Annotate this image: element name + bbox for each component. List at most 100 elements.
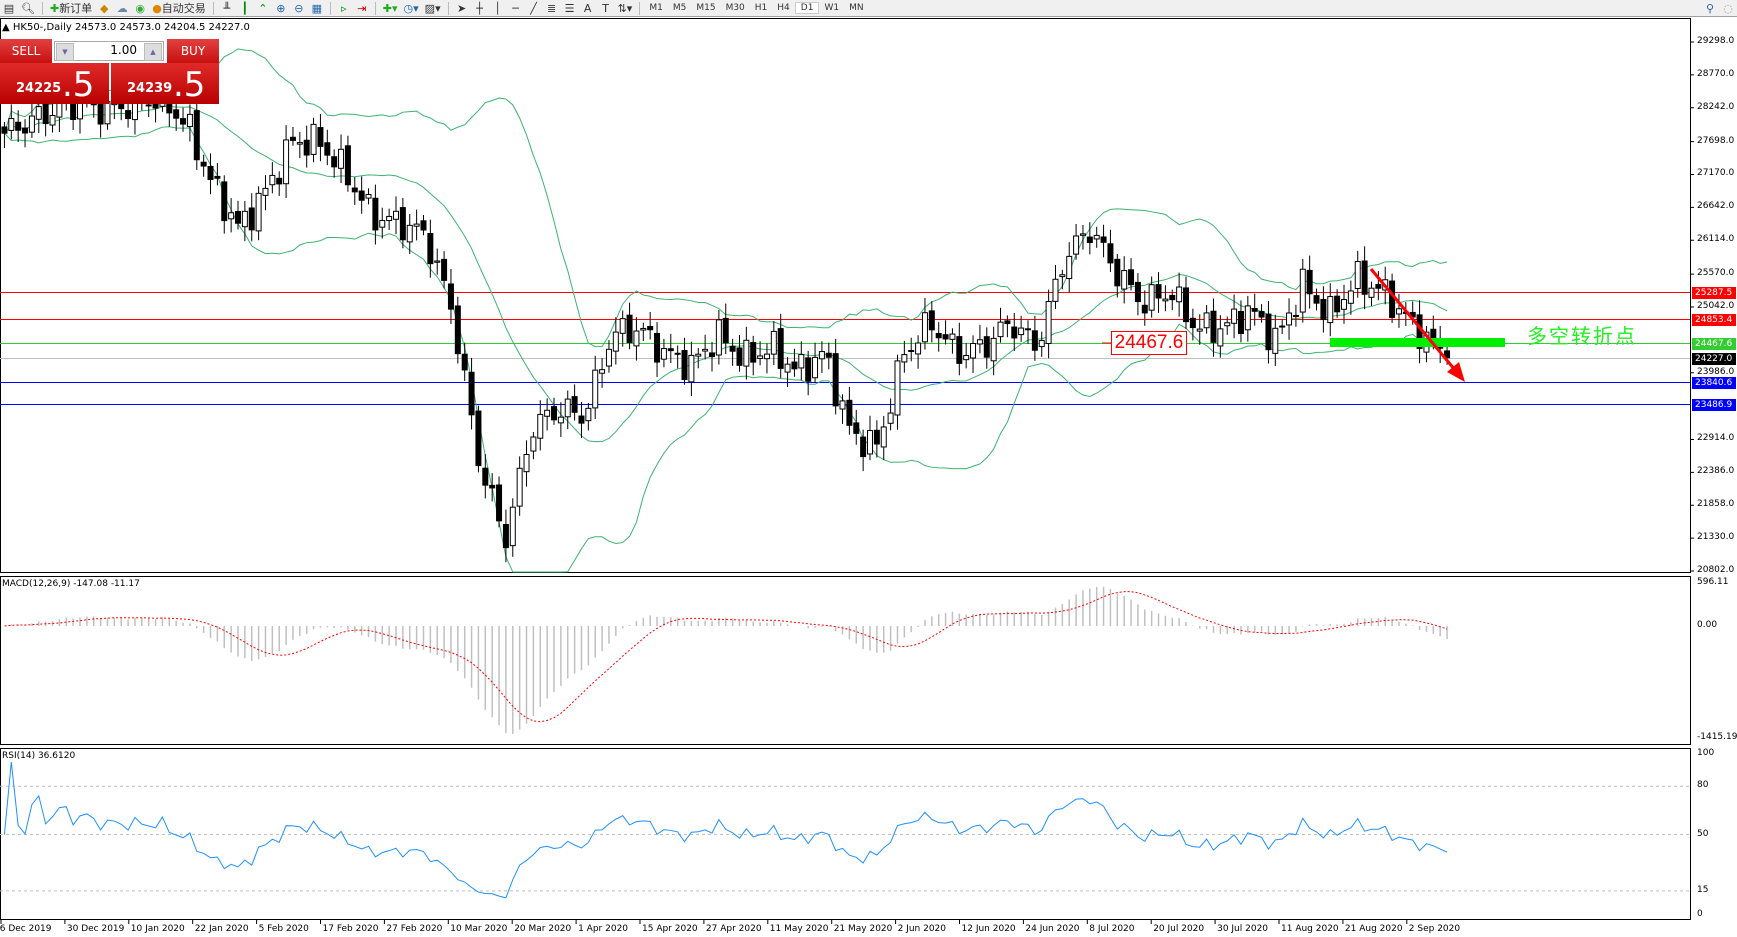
one-click-trading-panel: SELL 1.00 ▼ ▲ BUY 24225 .5 24239 .5 — [0, 39, 219, 104]
bearish-candle — [1361, 260, 1368, 295]
autoscroll-icon[interactable]: ▹ — [341, 1, 347, 15]
bearish-candle — [70, 102, 77, 120]
timeframe-w1[interactable]: W1 — [824, 3, 840, 13]
sell-price-main: 24225 — [16, 81, 62, 96]
bullish-candle — [557, 416, 564, 424]
timeframe-m1[interactable]: M1 — [649, 3, 663, 13]
price-label-box[interactable]: 24467.6 — [1111, 331, 1187, 355]
trendline-icon[interactable]: ╱ — [530, 1, 537, 15]
horizontal-line-icon[interactable]: ─ — [512, 1, 519, 15]
bearish-candle — [42, 102, 49, 125]
turning-point-note[interactable]: 多空转折点 — [1527, 324, 1637, 348]
timeframe-m30[interactable]: M30 — [725, 3, 745, 13]
candlestick-icon[interactable]: ┃ — [241, 1, 249, 15]
bullish-candle — [104, 101, 111, 125]
lots-input[interactable]: 1.00 — [54, 41, 164, 61]
text-label-icon[interactable]: T — [602, 1, 609, 15]
bearish-candle — [1100, 236, 1107, 243]
bearish-candle — [1320, 299, 1327, 321]
timeframe-h1[interactable]: H1 — [754, 3, 768, 13]
price-level-tag[interactable]: 23486.9 — [1692, 398, 1736, 411]
bearish-candle — [372, 197, 379, 231]
price-level-tag[interactable]: 23840.6 — [1692, 376, 1736, 389]
buy-price-button[interactable]: 24239 .5 — [111, 63, 219, 104]
price-level-tag[interactable]: 25287.5 — [1692, 286, 1736, 299]
bullish-candle — [1327, 296, 1334, 324]
fibonacci-fan-icon[interactable]: ☰ — [564, 1, 575, 15]
bearish-candle — [248, 207, 255, 231]
cursor-icon[interactable]: ➤ — [456, 1, 467, 15]
line-chart-icon[interactable]: ⌃ — [258, 1, 268, 15]
chart-shift-icon[interactable]: ⇥ — [357, 1, 367, 15]
zoom-out-icon[interactable]: ⊖ — [294, 1, 304, 15]
bullish-candle — [915, 342, 922, 355]
templates-icon[interactable]: ▨▾ — [424, 1, 441, 15]
text-icon[interactable]: A — [583, 1, 592, 15]
new-order-button[interactable]: ✚ 新订单 — [47, 1, 95, 16]
bullish-candle — [949, 333, 956, 340]
price-level-tag[interactable]: 24227.0 — [1692, 352, 1736, 365]
zoom-icon[interactable]: 🔍︎ — [21, 1, 35, 15]
bollinger-middle-band — [4, 105, 1448, 443]
sell-button[interactable]: SELL — [0, 39, 52, 63]
separator — [447, 1, 449, 15]
indicators-icon[interactable]: ✚▾ — [382, 1, 398, 15]
new-chart-icon[interactable]: ▤ — [3, 1, 15, 15]
bearish-candle — [667, 348, 674, 352]
bearish-candle — [447, 283, 454, 310]
bearish-candle — [351, 187, 358, 193]
bullish-candle — [1272, 327, 1279, 354]
bearish-candle — [344, 145, 351, 186]
tile-icon[interactable]: ▦ — [311, 1, 322, 15]
timeframe-mn[interactable]: MN — [849, 3, 864, 13]
bullish-candle — [695, 353, 702, 357]
bullish-candle — [228, 212, 235, 220]
bearish-candle — [578, 415, 585, 424]
date-axis-label: 22 Jan 2020 — [194, 924, 249, 934]
bullish-candle — [997, 321, 1004, 338]
bullish-candle — [887, 412, 894, 424]
bullish-candle — [564, 398, 571, 418]
bullish-candle — [365, 194, 372, 199]
bullish-candle — [921, 312, 928, 343]
date-axis-label: 20 Mar 2020 — [514, 924, 572, 934]
bearish-candle — [654, 332, 661, 363]
bullish-candle — [530, 436, 537, 452]
date-axis-label: 21 May 2020 — [833, 924, 893, 934]
market-watch-icon[interactable]: ◆ — [99, 1, 109, 15]
bullish-candle — [880, 426, 887, 448]
bearish-candle — [125, 110, 132, 120]
signal-icon[interactable]: ◉ — [135, 1, 145, 15]
timeframe-d1[interactable]: D1 — [794, 2, 820, 14]
lots-increase-button[interactable]: ▲ — [144, 43, 162, 61]
search-icon[interactable]: ⚲ — [1705, 1, 1715, 15]
auto-trading-button[interactable]: ● 自动交易 — [149, 1, 209, 16]
buy-button[interactable]: BUY — [167, 39, 219, 63]
bar-chart-icon[interactable]: ╨ — [223, 1, 231, 15]
bearish-candle — [221, 181, 228, 222]
lots-decrease-button[interactable]: ▼ — [56, 43, 74, 61]
price-level-tag[interactable]: 24853.4 — [1692, 313, 1736, 326]
community-icon[interactable]: ◌ — [1723, 1, 1733, 15]
bearish-candle — [1128, 269, 1135, 286]
price-axis-label: 27170.0 — [1697, 168, 1735, 179]
bullish-candle — [1121, 270, 1128, 290]
timeframe-h4[interactable]: H4 — [777, 3, 790, 13]
rsi-axis-label: 0 — [1697, 909, 1703, 919]
crosshair-icon[interactable]: ┼ — [476, 1, 483, 15]
date-axis-label: 16 Dec 2019 — [0, 924, 52, 934]
fibonacci-icon[interactable]: ≣ — [546, 1, 557, 15]
periods-icon[interactable]: ◷▾ — [403, 1, 419, 15]
timeframe-m5[interactable]: M5 — [672, 3, 687, 13]
bullish-candle — [1217, 328, 1224, 347]
price-level-tag[interactable]: 24467.6 — [1692, 337, 1736, 350]
vertical-line-icon[interactable]: │ — [494, 1, 501, 15]
navigator-icon[interactable]: ☁ — [116, 1, 128, 15]
arrows-icon[interactable]: ⇅▾ — [617, 1, 633, 15]
timeframe-m15[interactable]: M15 — [696, 3, 716, 13]
sell-price-button[interactable]: 24225 .5 — [0, 63, 109, 104]
zoom-in-icon[interactable]: ⊕ — [276, 1, 286, 15]
bullish-candle — [660, 348, 667, 360]
bullish-candle — [963, 355, 970, 361]
